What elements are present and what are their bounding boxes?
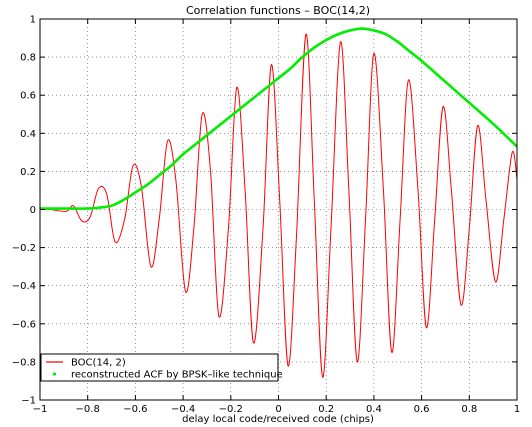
legend: BOC(14, 2) reconstructed ACF by BPSK–lik… bbox=[40, 353, 283, 382]
x-tick-label: −0.4 bbox=[171, 404, 195, 415]
y-tick-label: −0.2 bbox=[12, 243, 36, 254]
y-tick-label: −0.4 bbox=[12, 281, 36, 292]
y-tick-label: 0.6 bbox=[20, 91, 36, 102]
tick-marks bbox=[39, 18, 518, 401]
legend-swatch-reconstructed bbox=[52, 372, 57, 376]
y-tick-label: 0 bbox=[30, 205, 36, 216]
y-tick-label: 1 bbox=[30, 15, 36, 26]
grid-lines bbox=[40, 19, 517, 400]
y-tick-label: −0.8 bbox=[12, 357, 36, 368]
y-tick-label: −1 bbox=[21, 396, 36, 407]
x-tick-label: 1 bbox=[514, 404, 520, 415]
x-tick-label: 0.4 bbox=[366, 404, 382, 415]
x-tick-label: −0.2 bbox=[219, 404, 243, 415]
legend-label-reconstructed: reconstructed ACF by BPSK–like technique bbox=[71, 370, 283, 381]
x-tick-label: −1 bbox=[33, 404, 48, 415]
y-tick-label: −0.6 bbox=[12, 319, 36, 330]
y-tick-label: 0.8 bbox=[20, 53, 36, 64]
y-tick-label: 0.2 bbox=[20, 167, 36, 178]
x-tick-label: 0.2 bbox=[318, 404, 334, 415]
y-tick-label: 0.4 bbox=[20, 129, 36, 140]
x-tick-label: −0.8 bbox=[76, 404, 100, 415]
legend-label-boc: BOC(14, 2) bbox=[71, 358, 126, 369]
chart-title: Correlation functions – BOC(14,2) bbox=[186, 4, 370, 17]
y-tick-labels: −1 −0.8 −0.6 −0.4 −0.2 0 0.2 0.4 0.6 0.8 1 bbox=[12, 15, 36, 407]
x-tick-label: 0 bbox=[275, 404, 281, 415]
x-tick-label: 0.8 bbox=[461, 404, 477, 415]
series-line-reconstructed bbox=[40, 27, 517, 210]
series-line-boc bbox=[40, 33, 517, 378]
series-group bbox=[40, 27, 517, 378]
legend-box bbox=[40, 353, 279, 382]
x-tick-label: −0.6 bbox=[123, 404, 147, 415]
plot-frame bbox=[39, 18, 518, 401]
x-axis-label: delay local code/received code (chips) bbox=[182, 414, 374, 425]
x-tick-label: 0.6 bbox=[414, 404, 430, 415]
x-tick-labels: −1 −0.8 −0.6 −0.4 −0.2 0 0.2 0.4 0.6 0.8 1 bbox=[33, 404, 521, 415]
